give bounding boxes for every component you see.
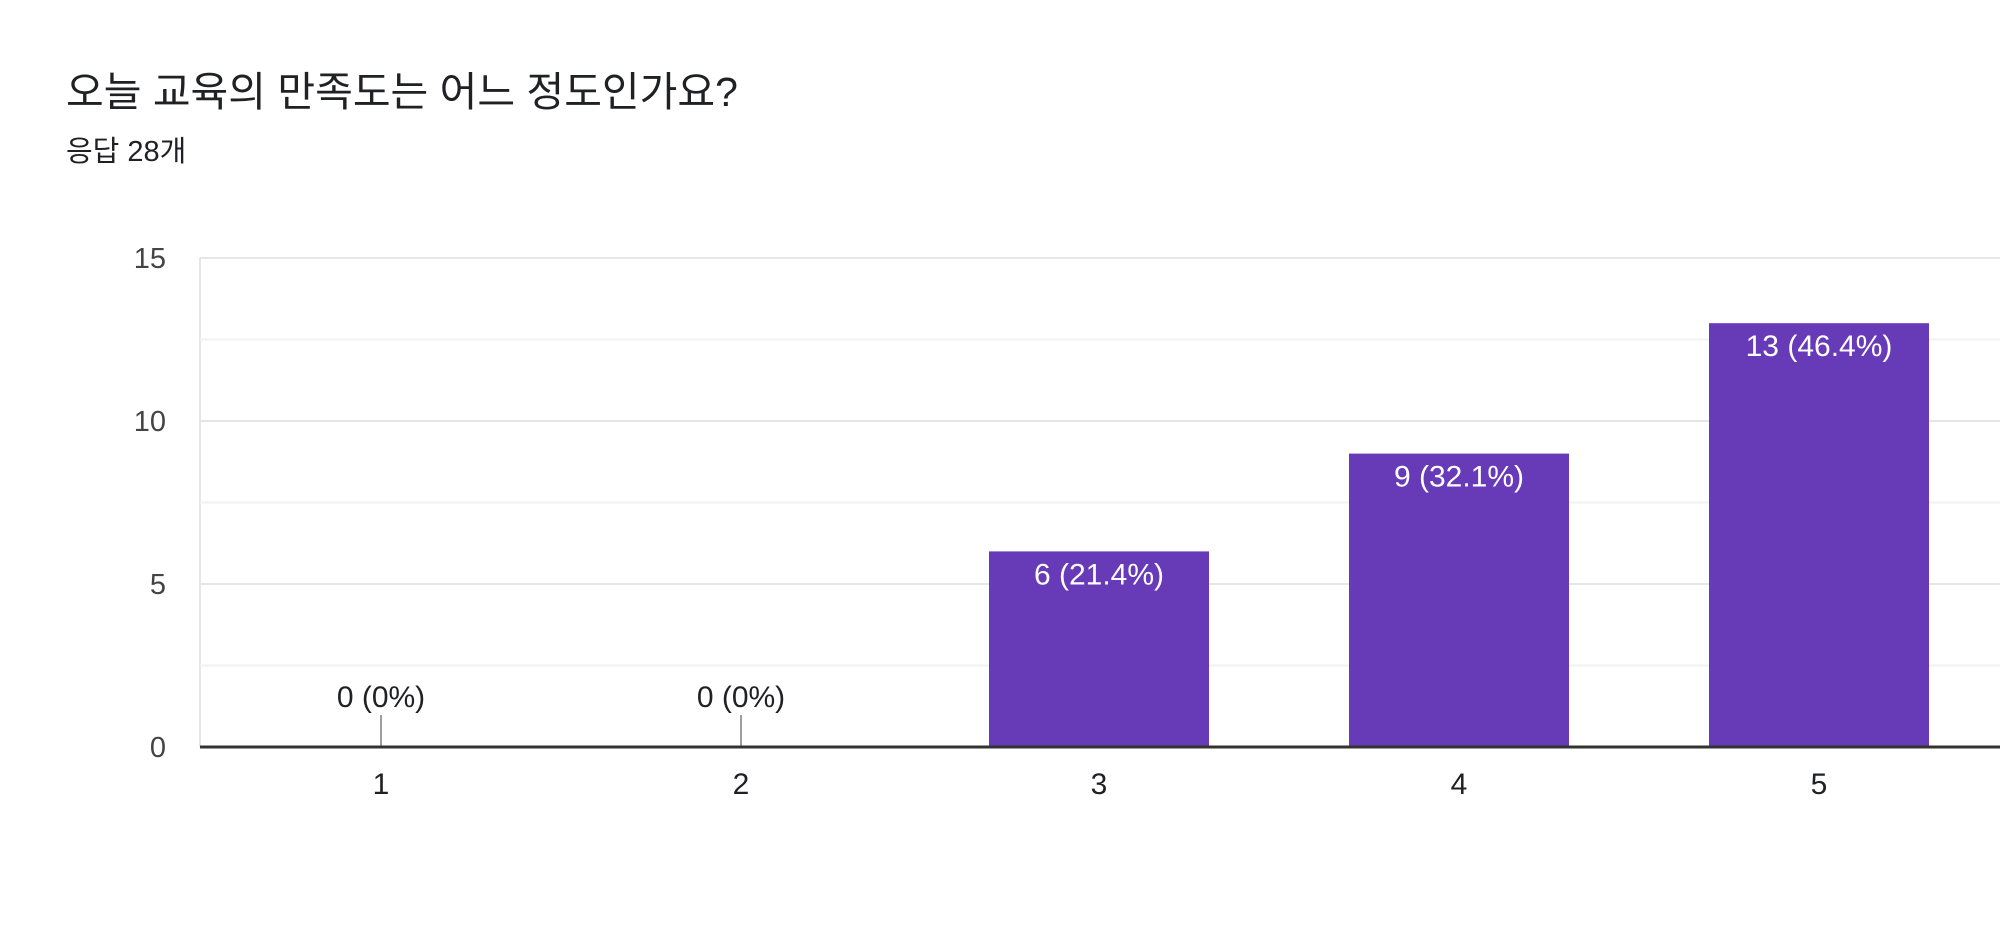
y-tick-label: 5 [150,569,166,601]
x-category-label-1: 1 [373,768,390,801]
y-tick-label: 0 [150,732,166,764]
bar-5 [1709,323,1929,747]
y-tick-label: 10 [134,406,166,438]
x-category-label-3: 3 [1091,768,1108,801]
data-label-1: 0 (0%) [337,681,425,714]
bar-3 [989,551,1209,747]
x-category-label-2: 2 [733,768,750,801]
bar-4 [1349,453,1569,747]
chart-bars [380,323,1929,747]
chart-gridlines [199,257,2000,747]
data-label-5: 13 (46.4%) [1746,330,1893,363]
x-axis-category-labels: 1 2 3 4 5 [373,768,1828,801]
x-category-label-5: 5 [1811,768,1828,801]
x-category-label-4: 4 [1451,768,1468,801]
chart-data-labels: 0 (0%) 0 (0%) 6 (21.4%) 9 (32.1%) 13 (46.4%) [337,330,1893,714]
data-label-4: 9 (32.1%) [1394,461,1524,494]
data-label-2: 0 (0%) [697,681,785,714]
data-label-3: 6 (21.4%) [1034,558,1164,591]
question-title: 오늘 교육의 만족도는 어느 정도인가요? [66,69,738,115]
response-count: 응답 28개 [66,136,187,168]
y-axis-tick-labels: 0 5 10 15 [134,243,166,764]
y-tick-label: 15 [134,243,166,275]
